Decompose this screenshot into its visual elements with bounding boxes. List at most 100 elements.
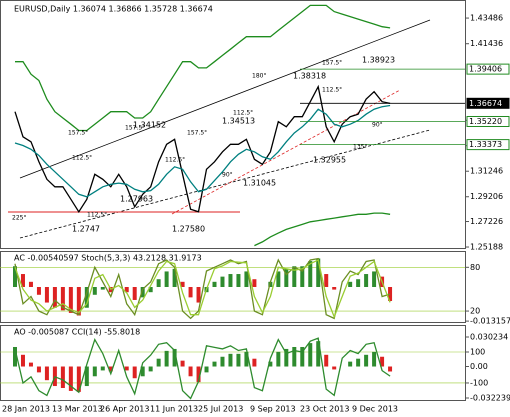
y-tick-label: 1.27226 xyxy=(470,217,503,226)
histogram-bar xyxy=(236,274,241,287)
histogram-bar xyxy=(52,287,57,308)
price-line xyxy=(15,4,391,132)
histogram-bar xyxy=(28,281,33,287)
histogram-bar xyxy=(188,366,193,377)
swing-label: 1.27963 xyxy=(120,195,153,204)
channel-line xyxy=(19,19,431,179)
histogram-bar xyxy=(172,268,177,287)
histogram-bar xyxy=(276,351,281,367)
histogram-bar xyxy=(60,366,65,388)
x-tick-label: 25 Jul 2013 xyxy=(198,405,243,414)
histogram-bar xyxy=(172,348,177,367)
histogram-bar xyxy=(28,362,33,367)
histogram-bar xyxy=(244,271,249,287)
y-tick-label: -0.013157 xyxy=(470,317,510,326)
y-tick-label: 20 xyxy=(470,307,480,316)
histogram-bar xyxy=(36,366,41,373)
histogram-bar xyxy=(156,279,161,287)
histogram-bar xyxy=(308,343,313,367)
cci-title: AO -0.005087 CCI(14) -55.8018 xyxy=(14,328,140,337)
histogram-bar xyxy=(196,366,201,383)
histogram-bar xyxy=(140,366,145,377)
angle-label: 135° xyxy=(353,144,367,151)
histogram-bar xyxy=(212,361,217,367)
y-tick-label: 100 xyxy=(470,348,485,357)
angle-label: 157.5° xyxy=(68,130,88,137)
histogram-bar xyxy=(300,346,305,367)
histogram-bar xyxy=(252,279,257,287)
histogram-bar xyxy=(36,287,41,295)
histogram-bar xyxy=(92,366,97,377)
trend-line xyxy=(171,89,401,215)
level-box xyxy=(466,139,510,151)
angle-label: 112.5° xyxy=(87,212,107,219)
histogram-bar xyxy=(180,360,185,367)
histogram-bar xyxy=(348,361,353,367)
main-title: EURUSD,Daily 1.36074 1.36866 1.35728 1.3… xyxy=(14,5,213,14)
level-label: 1.35220 xyxy=(469,117,502,126)
angle-label: 157.5° xyxy=(322,60,342,67)
swing-label: 1.34152 xyxy=(133,121,166,130)
histogram-bar xyxy=(108,366,113,372)
histogram-bar xyxy=(212,281,217,287)
histogram-bar xyxy=(372,271,377,287)
y-tick-label: 1.25188 xyxy=(470,243,503,252)
swing-label: 1.27580 xyxy=(172,225,205,234)
histogram-bar xyxy=(276,271,281,287)
level-label: 1.33373 xyxy=(469,140,502,149)
histogram-bar xyxy=(180,281,185,287)
angle-label: 112.5° xyxy=(165,157,185,164)
histogram-bar xyxy=(60,287,65,311)
level-label: 1.39406 xyxy=(469,65,502,74)
histogram-bar xyxy=(220,276,225,287)
y-tick-label: 1.31246 xyxy=(470,167,503,176)
histogram-bar xyxy=(196,287,201,303)
histogram-bar xyxy=(292,266,297,287)
price-line xyxy=(14,84,391,214)
price-line xyxy=(14,104,391,198)
cci-panel xyxy=(0,325,466,401)
histogram-bar xyxy=(44,287,49,303)
oscillator-line xyxy=(14,257,391,320)
x-tick-label: 23 Oct 2013 xyxy=(300,405,349,414)
price-line xyxy=(254,212,391,247)
histogram-bar xyxy=(316,258,321,287)
histogram-bar xyxy=(364,354,369,367)
level-box xyxy=(466,97,510,109)
histogram-bar xyxy=(364,274,369,287)
histogram-bar xyxy=(204,366,209,373)
histogram-bar xyxy=(292,346,297,367)
histogram-bar xyxy=(332,287,337,290)
histogram-bar xyxy=(164,350,169,367)
angle-label: 157.5° xyxy=(125,125,145,132)
histogram-bar xyxy=(76,287,81,316)
histogram-bar xyxy=(244,351,249,367)
y-tick-label: 0.030234 xyxy=(470,332,508,341)
histogram-bar xyxy=(188,287,193,298)
x-tick-label: 9 Sep 2013 xyxy=(250,405,296,414)
histogram-bar xyxy=(324,274,329,287)
y-tick-label: 1.43486 xyxy=(470,14,503,23)
oscillator-line xyxy=(14,259,391,319)
histogram-bar xyxy=(84,287,89,308)
angle-label: 157.5° xyxy=(187,130,207,137)
x-tick-label: 13 Mar 2013 xyxy=(52,405,103,414)
histogram-bar xyxy=(300,266,305,287)
x-tick-label: 26 Apr 2013 xyxy=(100,405,149,414)
histogram-bar xyxy=(380,356,385,367)
angle-label: 90° xyxy=(222,172,233,179)
histogram-bar xyxy=(68,366,73,391)
histogram-bar xyxy=(20,274,25,287)
histogram-bar xyxy=(164,271,169,287)
histogram-bar xyxy=(44,366,49,381)
y-tick-label: 0.00 xyxy=(470,362,488,371)
swing-label: 1.2747 xyxy=(72,225,100,234)
histogram-bar xyxy=(100,366,105,371)
histogram-bar xyxy=(84,366,89,387)
histogram-bar xyxy=(332,366,337,370)
swing-label: 1.34513 xyxy=(222,117,255,126)
histogram-bar xyxy=(268,361,273,367)
histogram-bar xyxy=(13,346,17,367)
swing-label: 1.32955 xyxy=(313,156,346,165)
histogram-bar xyxy=(348,281,353,287)
